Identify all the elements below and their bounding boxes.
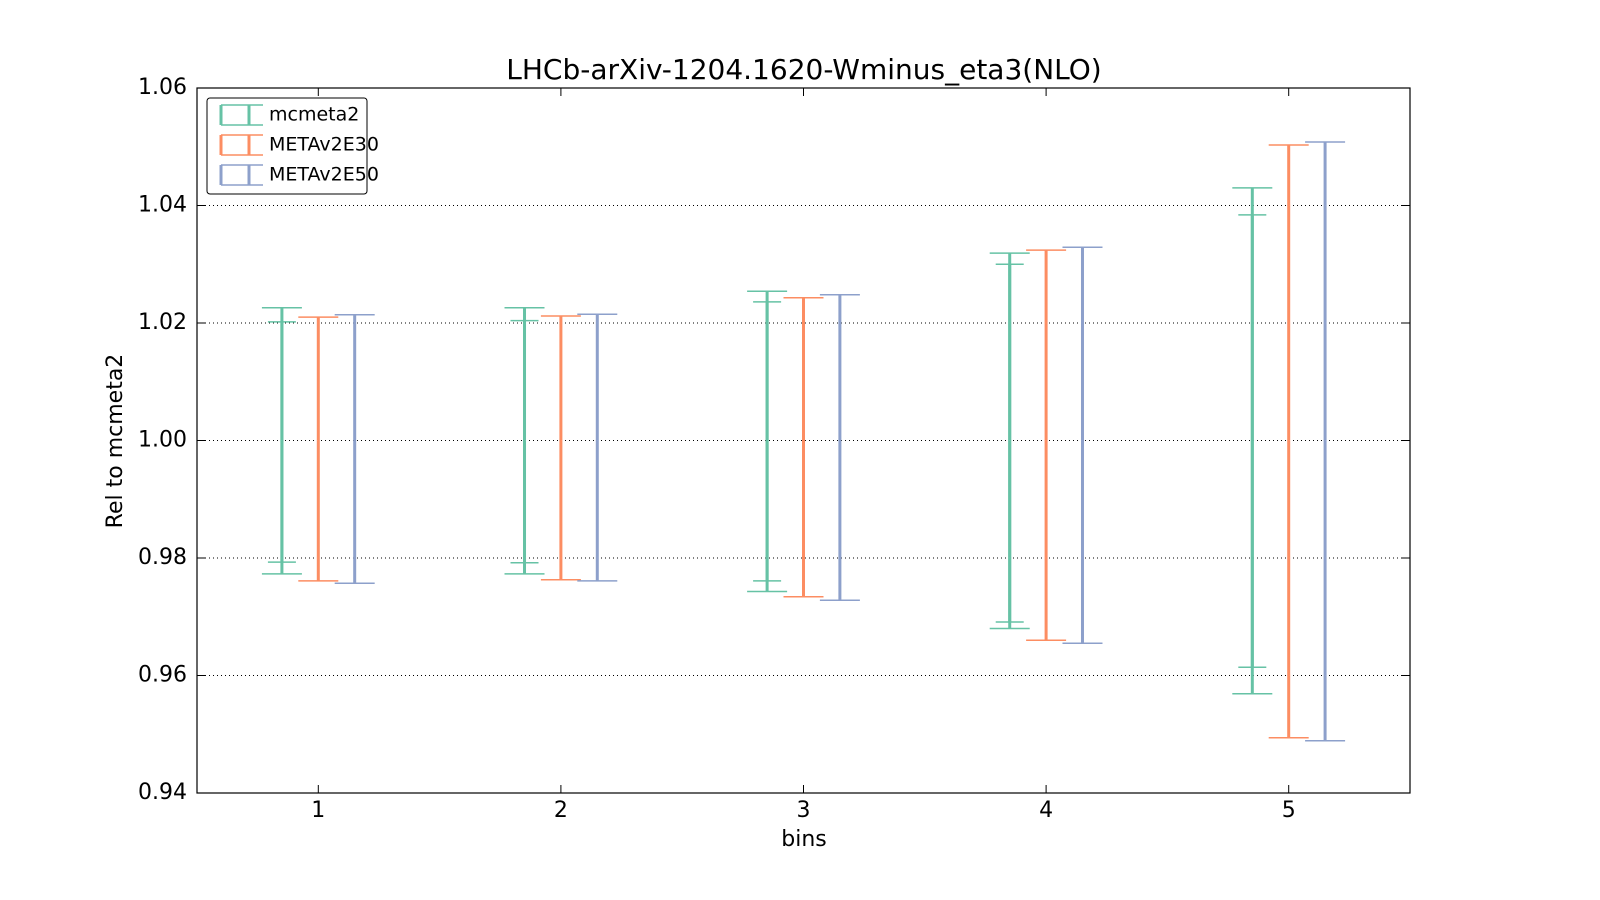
x-tick-label: 5 xyxy=(1282,798,1296,823)
y-tick-label: 1.00 xyxy=(138,428,187,453)
x-tick-label: 4 xyxy=(1039,798,1053,823)
legend-label: METAv2E50 xyxy=(269,164,379,186)
x-tick-label: 3 xyxy=(797,798,811,823)
y-tick-label: 1.02 xyxy=(138,310,187,335)
y-tick-label: 1.06 xyxy=(138,75,187,100)
legend-box xyxy=(206,97,368,195)
legend-label: mcmeta2 xyxy=(269,104,359,126)
x-tick-label: 1 xyxy=(311,798,325,823)
chart-title: LHCb-arXiv-1204.1620-Wminus_eta3(NLO) xyxy=(506,53,1101,86)
plot-frame xyxy=(196,87,1411,794)
y-tick-label: 0.94 xyxy=(138,780,187,805)
legend-label: METAv2E30 xyxy=(269,134,379,156)
y-tick-label: 1.04 xyxy=(138,193,187,218)
x-axis-label: bins xyxy=(781,827,826,852)
y-tick-label: 0.98 xyxy=(138,545,187,570)
y-tick-label: 0.96 xyxy=(138,663,187,688)
y-axis-label: Rel to mcmeta2 xyxy=(103,354,128,529)
x-tick-label: 2 xyxy=(554,798,568,823)
